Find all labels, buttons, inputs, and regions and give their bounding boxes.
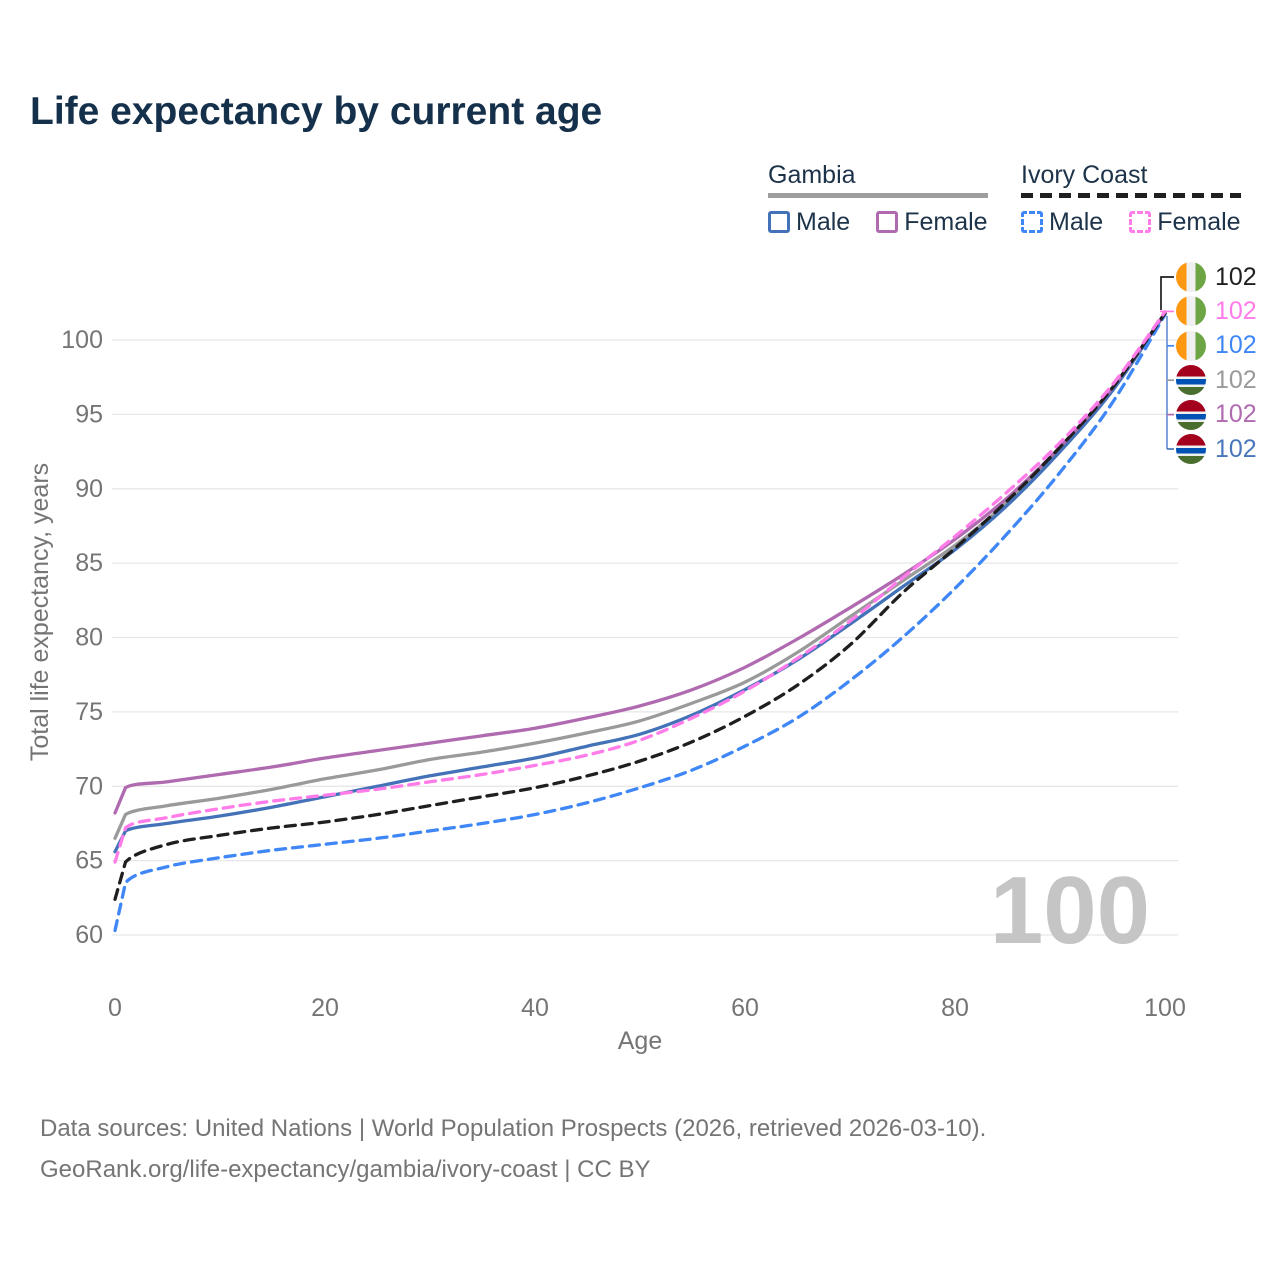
y-axis-title: Total life expectancy, years [26,463,54,761]
x-tick-label: 80 [941,994,969,1022]
legend-group-gambia: Gambia Male Female [768,161,988,237]
x-tick-label: 0 [108,994,122,1022]
end-label-ivory-coast-total[interactable]: 102 [1176,262,1257,292]
x-tick-label: 20 [311,994,339,1022]
legend-group-ivory-coast: Ivory Coast Male Female [1021,161,1241,237]
ivory-coast-male-swatch [1021,211,1043,233]
legend-item-ivory-coast-female[interactable]: Female [1129,207,1241,237]
end-label-value: 102 [1215,400,1257,429]
legend-label: Female [904,207,988,236]
gambia-male-swatch [768,211,790,233]
series-line-gambia-male[interactable] [113,311,1167,854]
series-line-gambia-female[interactable] [113,311,1167,815]
y-tick-label: 95 [75,400,103,428]
gambia-female-swatch [876,211,899,233]
legend-ivory-coast-line-sample [1021,192,1241,198]
series-line-ivory-coast-total[interactable] [113,311,1167,901]
legend-gambia-title: Gambia [768,161,856,189]
y-tick-label: 60 [75,921,103,949]
end-label-value: 102 [1215,296,1257,325]
end-label-ivory-coast-female[interactable]: 102 [1176,296,1257,327]
gambia-flag-icon [1176,399,1206,430]
end-label-gambia-male[interactable]: 102 [1176,434,1257,464]
gambia-flag-icon [1176,434,1206,464]
source-url-text[interactable]: GeoRank.org/life-expectancy/gambia/ivory… [40,1156,651,1183]
ivory-coast-female-swatch [1129,211,1152,233]
end-label-value: 102 [1215,262,1257,291]
end-label-value: 102 [1215,331,1257,360]
ivory-coast-flag-icon [1176,296,1206,327]
y-tick-label: 100 [61,326,103,354]
end-label-ivory-coast-male[interactable]: 102 [1176,330,1257,361]
legend-gambia-line-sample [768,192,988,198]
y-tick-label: 65 [75,847,103,875]
x-tick-label: 100 [1144,994,1186,1022]
footer: Data sources: United Nations | World Pop… [40,1108,986,1190]
x-axis-title: Age [618,1027,662,1055]
end-label-value: 102 [1215,434,1257,463]
y-tick-label: 90 [75,475,103,503]
page-title: Life expectancy by current age [30,90,603,133]
end-label-gambia-female[interactable]: 102 [1176,399,1257,430]
ivory-coast-flag-icon [1176,262,1206,292]
end-label-value: 102 [1215,365,1257,394]
age-counter-watermark: 100 [990,857,1150,964]
legend-item-ivory-coast-male[interactable]: Male [1021,208,1103,237]
series-line-ivory-coast-female[interactable] [113,310,1167,864]
connector-ivory-total [1160,276,1174,310]
ivory-coast-flag-icon [1176,330,1206,361]
legend-label: Male [1049,207,1104,236]
data-sources-text: Data sources: United Nations | World Pop… [40,1115,987,1142]
x-tick-label: 40 [521,994,549,1022]
y-tick-label: 75 [75,698,103,726]
gambia-flag-icon [1176,365,1206,396]
y-tick-label: 85 [75,549,103,577]
series-line-ivory-coast-male[interactable] [113,313,1167,933]
legend-item-gambia-male[interactable]: Male [768,208,850,237]
legend-label: Female [1157,207,1241,236]
legend-item-gambia-female[interactable]: Female [876,207,988,237]
legend-label: Male [796,207,851,236]
legend-ivory-coast-title: Ivory Coast [1021,161,1148,189]
y-tick-label: 80 [75,624,103,652]
x-tick-label: 60 [731,994,759,1022]
end-label-gambia-total[interactable]: 102 [1176,365,1257,396]
y-tick-label: 70 [75,772,103,800]
